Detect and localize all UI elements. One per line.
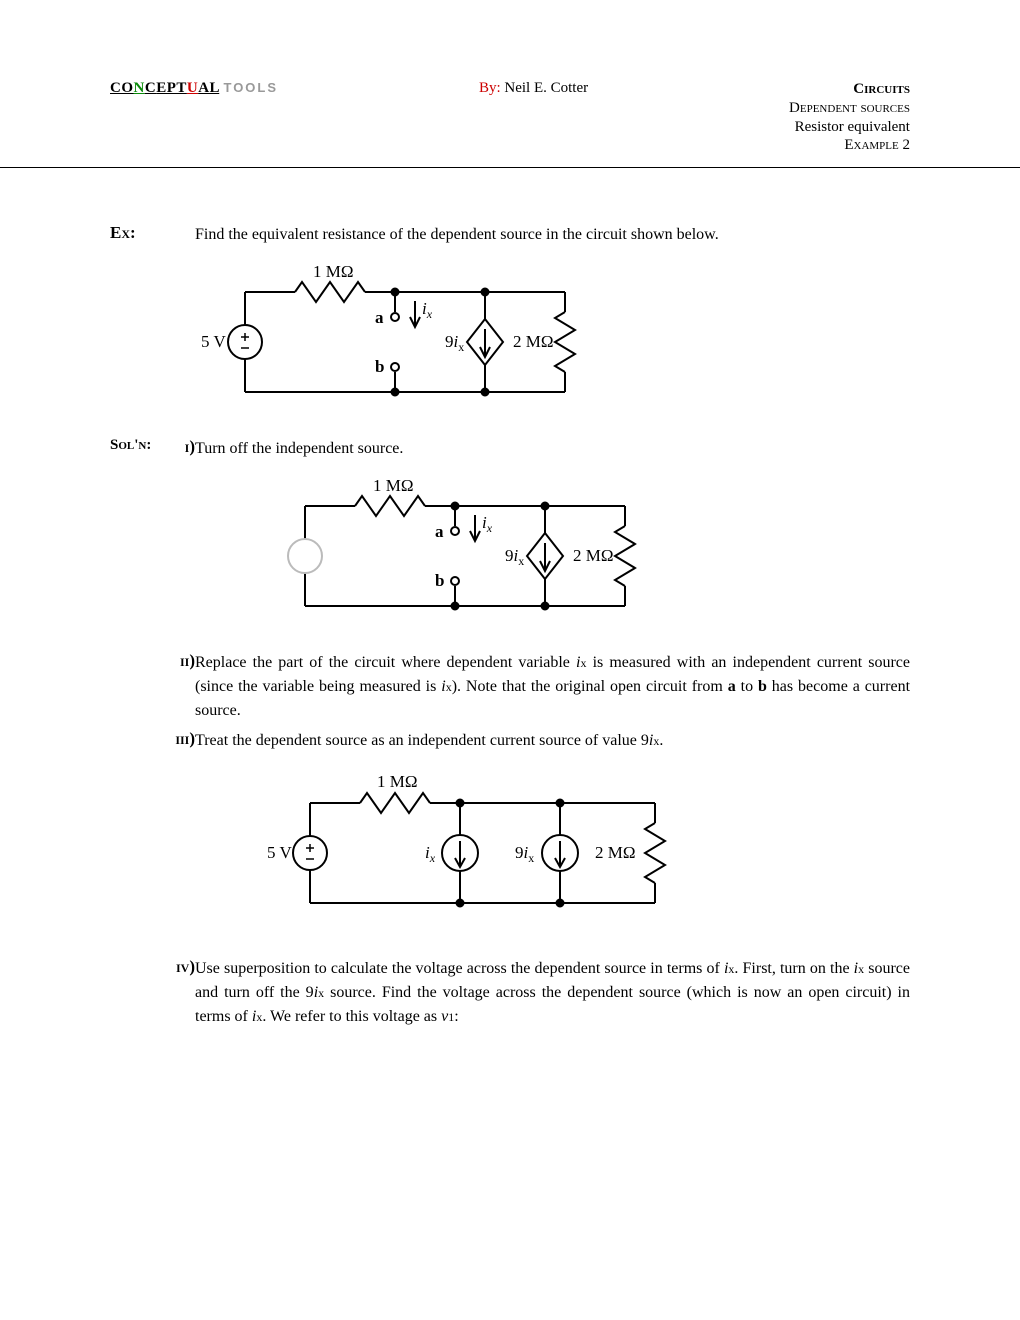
circuit1-row: 1 MΩ 5 V a b ix 9ix 2 MΩ (110, 253, 910, 431)
author-name: Neil E. Cotter (501, 80, 588, 96)
svg-text:ix: ix (482, 513, 493, 535)
byline: By: Neil E. Cotter (479, 80, 588, 97)
header-example: Example 2 (789, 136, 910, 155)
problem-text: Find the equivalent resistance of the de… (195, 223, 910, 247)
ex-row: Ex: Find the equivalent resistance of th… (110, 223, 910, 247)
circuit-diagram-1: 1 MΩ 5 V a b ix 9ix 2 MΩ (195, 257, 595, 417)
svg-text:a: a (435, 522, 444, 541)
step-iv-text: Use superposition to calculate the volta… (195, 957, 910, 1029)
circuit1-wrap: 1 MΩ 5 V a b ix 9ix 2 MΩ (195, 257, 910, 417)
vsrc-label: 5 V (201, 332, 226, 351)
r1-label: 1 MΩ (313, 262, 354, 281)
svg-text:ix: ix (425, 843, 436, 865)
circuit2-wrap: 1 MΩ a b ix 9ix 2 MΩ (195, 471, 910, 631)
circuit-diagram-3: 1 MΩ 5 V ix 9ix 2 MΩ (255, 763, 685, 933)
circuit3-wrap: 1 MΩ 5 V ix 9ix 2 MΩ (195, 763, 910, 933)
header-rule (0, 167, 1020, 168)
node-b: b (375, 357, 384, 376)
header-dep: Dependent sources (789, 99, 910, 118)
node-a: a (375, 308, 384, 327)
step-iii-text: Treat the dependent source as an indepen… (195, 729, 910, 753)
svg-text:5 V: 5 V (267, 843, 292, 862)
svg-text:1 MΩ: 1 MΩ (373, 476, 414, 495)
svg-text:9ix: 9ix (515, 843, 534, 865)
step-i-text: Turn off the independent source. (195, 437, 910, 461)
header: CONCEPTUAL TOOLS By: Neil E. Cotter Circ… (110, 80, 910, 155)
page: CONCEPTUAL TOOLS By: Neil E. Cotter Circ… (0, 0, 1020, 1095)
svg-text:9ix: 9ix (445, 332, 464, 354)
header-right: Circuits Dependent sources Resistor equi… (789, 80, 910, 155)
circuit3-row: 1 MΩ 5 V ix 9ix 2 MΩ (110, 759, 910, 947)
soln-label: Sol'n: (110, 437, 165, 457)
soln-ii-row: ii) Replace the part of the circuit wher… (110, 651, 910, 723)
body: Ex: Find the equivalent resistance of th… (110, 223, 910, 1029)
header-resistor-eq: Resistor equivalent (789, 118, 910, 137)
step-ii-text: Replace the part of the circuit where de… (195, 651, 910, 723)
svg-text:1 MΩ: 1 MΩ (377, 772, 418, 791)
logo: CONCEPTUAL TOOLS (110, 80, 278, 97)
svg-text:9ix: 9ix (505, 546, 524, 568)
header-circuits: Circuits (789, 80, 910, 99)
ex-label: Ex: (110, 223, 195, 243)
circuit2-row: 1 MΩ a b ix 9ix 2 MΩ (110, 467, 910, 645)
svg-text:2 MΩ: 2 MΩ (573, 546, 614, 565)
byline-prefix: By: (479, 80, 501, 96)
svg-text:2 MΩ: 2 MΩ (595, 843, 636, 862)
soln-i-row: Sol'n: i) Turn off the independent sourc… (110, 437, 910, 461)
soln-iii-row: iii) Treat the dependent source as an in… (110, 729, 910, 753)
r2-label: 2 MΩ (513, 332, 554, 351)
svg-text:ix: ix (422, 299, 433, 321)
circuit-diagram-2: 1 MΩ a b ix 9ix 2 MΩ (255, 471, 655, 631)
svg-text:b: b (435, 571, 444, 590)
soln-iv-row: iv) Use superposition to calculate the v… (110, 957, 910, 1029)
